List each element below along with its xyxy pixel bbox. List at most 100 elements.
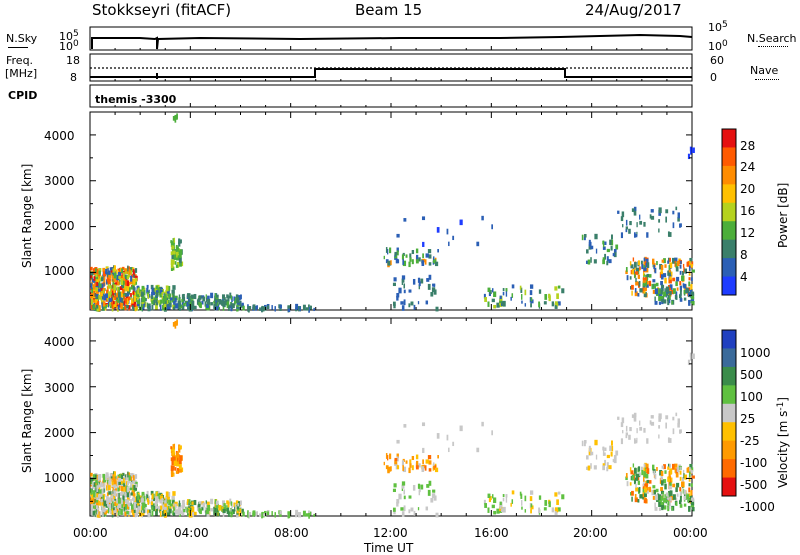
power-cell [136, 297, 138, 302]
power-cell [634, 262, 637, 268]
velocity-cell [630, 476, 633, 481]
power-cell [167, 306, 171, 310]
velocity-cell [144, 507, 147, 513]
velocity-cell [403, 489, 406, 495]
velocity-cell [433, 495, 437, 501]
power-cell [174, 114, 178, 120]
velocity-cell [677, 422, 680, 428]
power-cell [530, 303, 532, 308]
velocity-cell [141, 508, 145, 513]
velocity-cell [131, 485, 135, 492]
power-cell [134, 277, 138, 282]
velocity-cell [409, 459, 412, 464]
power-cell [157, 300, 161, 304]
power-cell [557, 285, 561, 289]
power-cell [100, 277, 104, 282]
velocity-cell [613, 454, 617, 459]
power-cell [222, 306, 225, 311]
colorbar-segment [722, 276, 736, 296]
colorbar-segment [722, 440, 736, 460]
power-cell [98, 288, 101, 292]
power-cell [499, 301, 502, 306]
velocity-cell [120, 483, 124, 488]
power-cell [90, 271, 94, 276]
power-cell [662, 273, 667, 278]
power-cell [227, 295, 230, 302]
power-cell [116, 274, 120, 281]
power-cell [667, 270, 671, 276]
vel-ytick-2000: 2000 [44, 426, 75, 440]
velocity-cell [668, 473, 671, 479]
velocity-cell [690, 355, 692, 361]
velocity-cell [120, 485, 124, 491]
velocity-cell [91, 497, 95, 504]
power-cell [120, 277, 124, 282]
velocity-cell [221, 506, 223, 512]
velocity-cell [656, 467, 658, 472]
velocity-cell [588, 450, 591, 456]
velocity-cell [143, 496, 146, 502]
velocity-cell [669, 482, 672, 486]
velocity-cell [117, 487, 120, 492]
velocity-cell [459, 425, 463, 432]
power-cell [112, 301, 116, 305]
velocity-cell [213, 509, 215, 515]
velocity-cell [396, 453, 399, 459]
power-cell [676, 287, 679, 291]
velocity-cell [151, 510, 154, 517]
velocity-cell [166, 495, 169, 500]
velocity-cell [103, 504, 105, 510]
velocity-cell [670, 490, 673, 496]
power-cell [133, 300, 137, 305]
velocity-cell [625, 434, 628, 439]
velocity-cell [687, 498, 691, 503]
velocity-cell [137, 502, 140, 506]
power-cell [688, 265, 691, 272]
velocity-cell [690, 490, 692, 497]
xaxis-label: Time UT [364, 541, 414, 555]
power-cell [635, 234, 638, 238]
velocity-cell [493, 510, 497, 515]
power-cell [602, 240, 604, 245]
power-cell [691, 300, 695, 306]
power-cell [643, 271, 645, 276]
power-cell [133, 303, 136, 307]
velocity-cell [166, 498, 169, 504]
power-cell [132, 269, 135, 275]
power-cell [287, 306, 291, 313]
power-cell [602, 259, 605, 265]
velocity-cell [94, 511, 97, 518]
power-cell [634, 291, 638, 297]
power-cell [222, 302, 226, 308]
velocity-cell [166, 504, 169, 511]
velocity-cell [126, 490, 130, 495]
power-cell [93, 276, 96, 281]
power-cell [127, 296, 130, 301]
power-cell [633, 206, 637, 211]
velocity-cell [178, 513, 181, 517]
velocity-cell [426, 484, 430, 488]
velocity-cell [646, 486, 649, 491]
velocity-cell [177, 511, 180, 516]
velocity-cell [640, 466, 643, 471]
velocity-cell [299, 512, 301, 518]
velocity-cell [538, 507, 541, 514]
power-cell [556, 293, 559, 299]
power-cell [654, 300, 658, 305]
power-cell [612, 253, 615, 257]
power-cell [166, 298, 169, 305]
velocity-cell [126, 481, 130, 486]
nsky-legend-line [8, 47, 28, 48]
velocity-cell [588, 445, 591, 452]
power-cell [191, 295, 194, 299]
velocity-cell [178, 500, 181, 505]
power-cell [629, 261, 632, 266]
velocity-cell [602, 446, 604, 451]
velocity-cell [654, 506, 658, 511]
velocity-cell [98, 486, 101, 490]
power-cell [660, 274, 664, 280]
power-cell [672, 288, 676, 294]
xtick-5: 20:00 [573, 526, 608, 540]
power-cell [432, 257, 435, 264]
velocity-cell [489, 496, 492, 501]
